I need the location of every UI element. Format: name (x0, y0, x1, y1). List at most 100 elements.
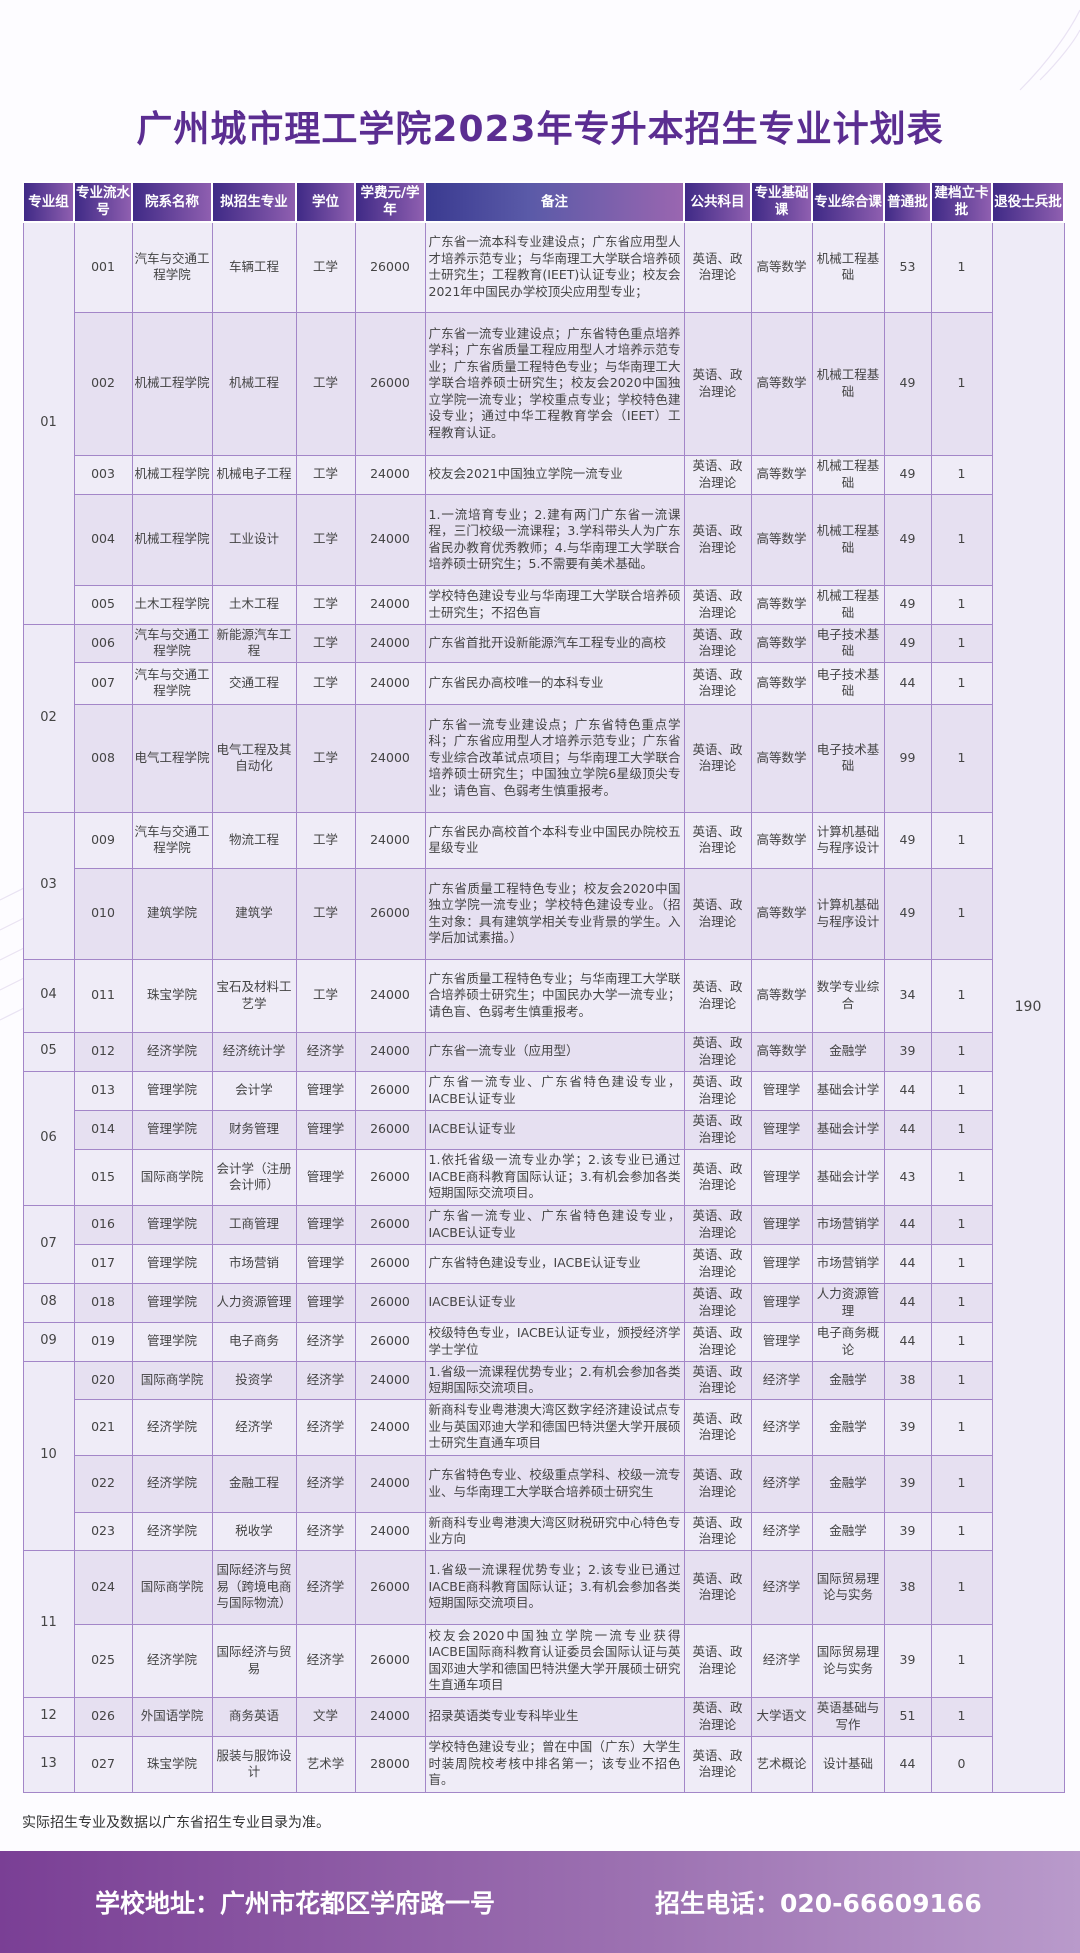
cell-basic-course: 管理学 (750, 1321, 813, 1362)
cell-poverty-quota: 1 (930, 584, 993, 625)
cell-serial-no: 014 (73, 1109, 133, 1150)
header-regular-quota: 普通批 (883, 181, 932, 223)
cell-college: 管理学院 (131, 1109, 213, 1150)
cell-poverty-quota: 1 (930, 1109, 993, 1150)
cell-remark: 校友会2020中国独立学院一流专业获得IACBE国际商科教育认证委员会国际认证与… (424, 1623, 685, 1698)
cell-basic-course: 高等数学 (750, 867, 813, 960)
cell-tuition: 24000 (354, 493, 426, 586)
cell-college: 电气工程学院 (131, 703, 213, 813)
table-row: 008 电气工程学院 电气工程及其自动化 工学 24000 广东省一流专业建设点；广东省特… (23, 703, 1064, 813)
cell-comprehensive-course: 机械工程基础 (811, 454, 885, 495)
cell-comprehensive-course: 机械工程基础 (811, 584, 885, 625)
cell-poverty-quota: 1 (930, 1511, 993, 1551)
cell-regular-quota: 38 (883, 1360, 932, 1400)
cell-poverty-quota: 1 (930, 221, 993, 313)
cell-group: 07 (22, 1204, 75, 1284)
cell-group: 02 (22, 623, 75, 813)
table-row: 11 024 国际商学院 国际经济与贸易（跨境电商与国际物流） 经济学 26000 1.省级… (22, 1549, 1064, 1698)
cell-poverty-quota: 1 (930, 703, 993, 813)
cell-college: 管理学院 (131, 1282, 213, 1323)
cell-regular-quota: 39 (883, 1454, 932, 1513)
cell-tuition: 24000 (354, 1454, 426, 1513)
cell-group: 03 (22, 811, 75, 960)
cell-public-subject: 英语、政治理论 (683, 1454, 752, 1513)
cell-tuition: 26000 (354, 867, 426, 960)
header-comprehensive-course: 专业综合课 (811, 181, 885, 223)
cell-major: 会计学（注册会计师） (211, 1148, 297, 1206)
cell-tuition: 28000 (354, 1735, 426, 1793)
cell-group: 06 (22, 1070, 75, 1206)
cell-remark: 校级特色专业，IACBE认证专业，颁授经济学学士学位 (424, 1321, 685, 1362)
cell-major: 人力资源管理 (211, 1282, 297, 1323)
cell-basic-course: 高等数学 (750, 454, 813, 495)
cell-major: 车辆工程 (211, 221, 297, 313)
cell-degree: 经济学 (295, 1549, 356, 1625)
header-group: 专业组 (22, 181, 75, 223)
cell-degree: 管理学 (295, 1148, 356, 1206)
cell-college: 建筑学院 (131, 867, 213, 960)
cell-regular-quota: 39 (883, 1398, 932, 1456)
cell-degree: 工学 (295, 958, 356, 1033)
cell-basic-course: 经济学 (750, 1549, 813, 1625)
cell-college: 土木工程学院 (131, 584, 213, 625)
cell-poverty-quota: 1 (930, 1070, 993, 1111)
cell-poverty-quota: 1 (930, 1321, 993, 1362)
cell-major: 税收学 (211, 1511, 297, 1551)
cell-serial-no: 004 (73, 493, 133, 586)
cell-major: 经济统计学 (211, 1031, 297, 1072)
table-row: 017 管理学院 市场营销 管理学 26000 广东省特色建设专业，IACBE认证专业 英语… (23, 1243, 1064, 1284)
cell-remark: 广东省一流专业建设点；广东省特色重点培养学科；广东省质量工程应用型人才培养示范专… (424, 311, 685, 456)
cell-degree: 经济学 (295, 1031, 356, 1072)
cell-public-subject: 英语、政治理论 (683, 1031, 752, 1072)
cell-basic-course: 管理学 (750, 1148, 813, 1206)
cell-serial-no: 001 (73, 221, 133, 313)
cell-remark: IACBE认证专业 (424, 1109, 685, 1150)
cell-college: 管理学院 (131, 1204, 213, 1245)
cell-poverty-quota: 1 (930, 1243, 993, 1284)
cell-degree: 经济学 (295, 1511, 356, 1551)
cell-college: 珠宝学院 (131, 958, 213, 1033)
table-row: 13 027 珠宝学院 服装与服饰设计 艺术学 28000 学校特色建设专业；曾在中国（广东… (22, 1735, 1064, 1793)
header-public-subject: 公共科目 (683, 181, 752, 223)
cell-college: 汽车与交通工程学院 (131, 811, 213, 869)
cell-basic-course: 经济学 (750, 1623, 813, 1698)
cell-regular-quota: 49 (883, 454, 932, 495)
cell-serial-no: 020 (73, 1360, 133, 1400)
cell-college: 汽车与交通工程学院 (131, 623, 213, 663)
cell-comprehensive-course: 机械工程基础 (811, 221, 885, 313)
cell-comprehensive-course: 金融学 (811, 1398, 885, 1456)
cell-comprehensive-course: 数学专业综合 (811, 958, 885, 1033)
cell-comprehensive-course: 基础会计学 (811, 1109, 885, 1150)
cell-basic-course: 管理学 (750, 1204, 813, 1245)
cell-comprehensive-course: 设计基础 (811, 1735, 885, 1793)
cell-remark: 1.依托省级一流专业办学；2.该专业已通过IACBE商科教育国际认证；3.有机会… (424, 1148, 685, 1206)
cell-college: 国际商学院 (131, 1549, 213, 1625)
cell-basic-course: 管理学 (750, 1109, 813, 1150)
cell-poverty-quota: 1 (930, 623, 993, 663)
header-tuition: 学费元/学年 (354, 181, 426, 223)
cell-major: 机械电子工程 (211, 454, 297, 495)
cell-remark: 学校特色建设专业与华南理工大学联合培养硕士研究生；不招色盲 (424, 584, 685, 625)
footnote: 实际招生专业及数据以广东省招生专业目录为准。 (22, 1815, 330, 1831)
cell-group: 05 (22, 1031, 75, 1072)
cell-regular-quota: 49 (883, 811, 932, 869)
cell-remark: 广东省质量工程特色专业；校友会2020中国独立学院一流专业；学校特色建设专业。（… (424, 867, 685, 960)
cell-poverty-quota: 1 (930, 1360, 993, 1400)
cell-tuition: 24000 (354, 661, 426, 705)
cell-degree: 工学 (295, 661, 356, 705)
cell-serial-no: 027 (73, 1735, 133, 1793)
cell-regular-quota: 49 (883, 493, 932, 586)
cell-regular-quota: 44 (883, 661, 932, 705)
cell-tuition: 26000 (354, 1148, 426, 1206)
cell-college: 机械工程学院 (131, 454, 213, 495)
cell-comprehensive-course: 人力资源管理 (811, 1282, 885, 1323)
cell-serial-no: 016 (73, 1204, 133, 1245)
cell-basic-course: 管理学 (750, 1282, 813, 1323)
cell-major: 物流工程 (211, 811, 297, 869)
cell-serial-no: 019 (73, 1321, 133, 1362)
cell-tuition: 24000 (354, 703, 426, 813)
cell-public-subject: 英语、政治理论 (683, 1735, 752, 1793)
cell-serial-no: 017 (73, 1243, 133, 1284)
table-row: 023 经济学院 税收学 经济学 24000 新商科专业粤港澳大湾区财税研究中心特色专业方… (23, 1511, 1064, 1551)
cell-basic-course: 经济学 (750, 1454, 813, 1513)
